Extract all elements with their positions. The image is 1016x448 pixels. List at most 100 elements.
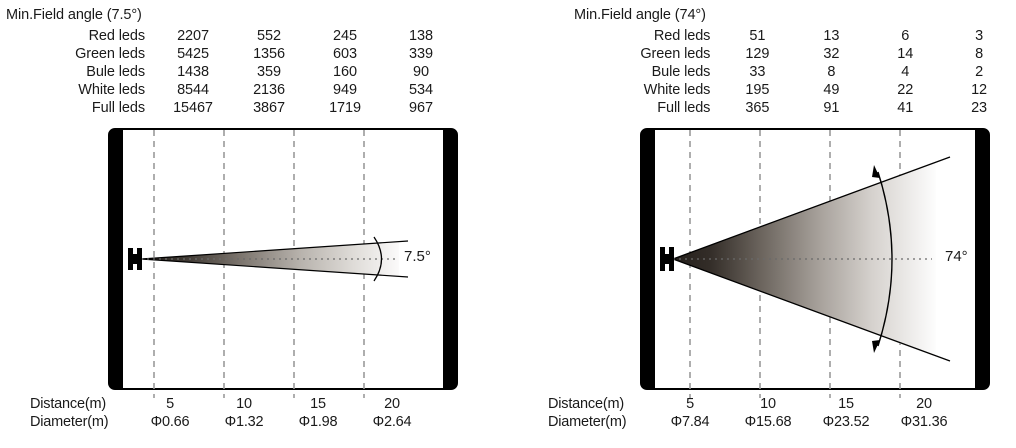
beam-cone-wide [673, 161, 936, 357]
led-value: 15467 [173, 100, 213, 116]
led-value: 339 [409, 46, 433, 62]
led-row-label: Red leds [653, 28, 711, 44]
table-row: Full leds 15467 3867 1719 967 [0, 99, 459, 117]
led-value: 4 [901, 64, 910, 80]
led-row-label: Full leds [91, 100, 145, 116]
distance-value: 20 [384, 396, 400, 412]
led-value: 2 [975, 64, 984, 80]
led-row-label: Bule leds [86, 64, 145, 80]
diameter-value: Φ15.68 [744, 414, 792, 430]
diameter-axis-label: Diameter(m) [30, 414, 109, 430]
beam-panel-wide: Min.Field angle (74°) Red leds 51 13 6 3… [508, 0, 1016, 448]
led-value: 195 [745, 82, 770, 98]
led-value: 14 [897, 46, 914, 62]
beam-angle-label-wide: 74° [945, 248, 968, 265]
led-value: 967 [409, 100, 433, 116]
led-value: 32 [823, 46, 840, 62]
luminaire-icon [660, 247, 674, 271]
beam-edge-rays [672, 156, 951, 362]
panel-title-wide: Min.Field angle (74°) [574, 7, 706, 23]
led-value: 91 [823, 100, 840, 116]
led-value: 23 [971, 100, 988, 116]
led-value: 245 [333, 28, 357, 44]
diameter-value: Φ1.32 [224, 414, 264, 430]
led-row-label: White leds [643, 82, 711, 98]
distance-value: 10 [760, 396, 776, 412]
beam-angle-label-narrow: 7.5° [404, 248, 431, 265]
led-value: 3867 [253, 100, 285, 116]
axis-table-narrow: Distance(m) 5 10 15 20 Diameter(m) Φ0.66… [30, 395, 429, 431]
distance-axis-label: Distance(m) [30, 396, 106, 412]
led-value: 49 [823, 82, 840, 98]
beam-cone-narrow [141, 242, 399, 276]
led-row-label: White leds [78, 82, 145, 98]
led-row-label: Red leds [88, 28, 146, 44]
table-row: Full leds 365 91 41 23 [568, 99, 1016, 117]
led-value: 1438 [177, 64, 209, 80]
panel-title-narrow: Min.Field angle (7.5°) [6, 7, 142, 23]
distance-axis-label: Distance(m) [548, 396, 624, 412]
led-illuminance-table-narrow: Red leds 2207 552 245 138 Green leds 542… [0, 27, 459, 117]
led-value: 160 [333, 64, 357, 80]
led-value: 365 [745, 100, 770, 116]
distance-row: Distance(m) 5 10 15 20 [30, 395, 429, 413]
diameter-value: Φ31.36 [900, 414, 948, 430]
beam-stage-narrow [108, 128, 458, 398]
led-value: 2136 [253, 82, 285, 98]
distance-value: 15 [310, 396, 326, 412]
led-value: 552 [257, 28, 281, 44]
led-value: 8 [827, 64, 836, 80]
distance-value: 15 [838, 396, 854, 412]
distance-value: 10 [236, 396, 252, 412]
diameter-value: Φ1.98 [298, 414, 338, 430]
distance-value: 5 [686, 396, 694, 412]
beam-edge-rays [140, 240, 409, 278]
led-illuminance-table-wide: Red leds 51 13 6 3 Green leds 129 32 14 … [568, 27, 1016, 117]
led-row-label: Bule leds [651, 64, 711, 80]
led-value: 51 [749, 28, 766, 44]
led-value: 359 [257, 64, 281, 80]
distance-row: Distance(m) 5 10 15 20 [548, 395, 963, 413]
led-value: 6 [901, 28, 910, 44]
led-value: 33 [749, 64, 766, 80]
diameter-value: Φ2.64 [372, 414, 412, 430]
distance-value: 5 [166, 396, 174, 412]
diameter-value: Φ23.52 [822, 414, 870, 430]
diameter-row: Diameter(m) Φ0.66 Φ1.32 Φ1.98 Φ2.64 [30, 413, 429, 431]
led-value: 1356 [253, 46, 285, 62]
led-value: 5425 [177, 46, 209, 62]
led-value: 129 [745, 46, 770, 62]
distance-value: 20 [916, 396, 932, 412]
diameter-value: Φ0.66 [150, 414, 190, 430]
table-row: Red leds 2207 552 245 138 [0, 27, 459, 45]
diameter-value: Φ7.84 [670, 414, 710, 430]
table-row: Green leds 5425 1356 603 339 [0, 45, 459, 63]
led-row-label: Green leds [640, 46, 711, 62]
led-value: 12 [971, 82, 988, 98]
table-row: Bule leds 1438 359 160 90 [0, 63, 459, 81]
axis-table-wide: Distance(m) 5 10 15 20 Diameter(m) Φ7.84… [548, 395, 963, 431]
beam-panel-narrow: Min.Field angle (7.5°) Red leds 2207 552… [0, 7, 459, 431]
led-value: 13 [823, 28, 840, 44]
led-value: 949 [333, 82, 357, 98]
led-value: 603 [333, 46, 357, 62]
diameter-row: Diameter(m) Φ7.84 Φ15.68 Φ23.52 Φ31.36 [548, 413, 963, 431]
led-value: 2207 [177, 28, 209, 44]
led-value: 41 [897, 100, 914, 116]
beam-stage-wide [640, 128, 990, 398]
led-value: 1719 [329, 100, 361, 116]
diameter-axis-label: Diameter(m) [548, 414, 627, 430]
led-value: 8 [975, 46, 984, 62]
table-row: White leds 195 49 22 12 [568, 81, 1016, 99]
luminaire-icon [128, 248, 142, 270]
led-row-label: Green leds [75, 46, 145, 62]
table-row: Bule leds 33 8 4 2 [568, 63, 1016, 81]
led-value: 90 [413, 64, 429, 80]
beam-angle-arc [872, 165, 893, 353]
led-value: 138 [409, 28, 433, 44]
table-row: Red leds 51 13 6 3 [568, 27, 1016, 45]
led-value: 8544 [177, 82, 209, 98]
table-row: Green leds 129 32 14 8 [568, 45, 1016, 63]
beam-angle-arc [373, 236, 383, 282]
led-value: 534 [409, 82, 433, 98]
